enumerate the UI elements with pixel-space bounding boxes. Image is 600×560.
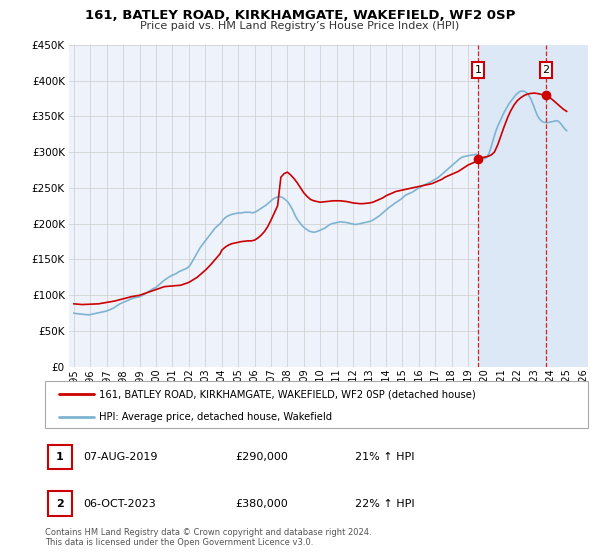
FancyBboxPatch shape — [45, 381, 588, 428]
Text: 07-AUG-2019: 07-AUG-2019 — [83, 452, 158, 462]
Text: HPI: Average price, detached house, Wakefield: HPI: Average price, detached house, Wake… — [100, 412, 332, 422]
FancyBboxPatch shape — [48, 492, 72, 516]
Text: 22% ↑ HPI: 22% ↑ HPI — [355, 498, 414, 508]
Text: £290,000: £290,000 — [235, 452, 288, 462]
Text: 2: 2 — [542, 65, 550, 75]
Text: 1: 1 — [475, 65, 481, 75]
Text: 1: 1 — [56, 452, 64, 462]
Text: 2: 2 — [56, 498, 64, 508]
Text: 161, BATLEY ROAD, KIRKHAMGATE, WAKEFIELD, WF2 0SP: 161, BATLEY ROAD, KIRKHAMGATE, WAKEFIELD… — [85, 9, 515, 22]
Text: 06-OCT-2023: 06-OCT-2023 — [83, 498, 156, 508]
Bar — [478, 45, 588, 367]
FancyBboxPatch shape — [48, 445, 72, 469]
Text: 21% ↑ HPI: 21% ↑ HPI — [355, 452, 414, 462]
Text: Contains HM Land Registry data © Crown copyright and database right 2024.
This d: Contains HM Land Registry data © Crown c… — [45, 528, 371, 547]
Text: 161, BATLEY ROAD, KIRKHAMGATE, WAKEFIELD, WF2 0SP (detached house): 161, BATLEY ROAD, KIRKHAMGATE, WAKEFIELD… — [100, 389, 476, 399]
Text: £380,000: £380,000 — [235, 498, 288, 508]
Text: Price paid vs. HM Land Registry’s House Price Index (HPI): Price paid vs. HM Land Registry’s House … — [140, 21, 460, 31]
